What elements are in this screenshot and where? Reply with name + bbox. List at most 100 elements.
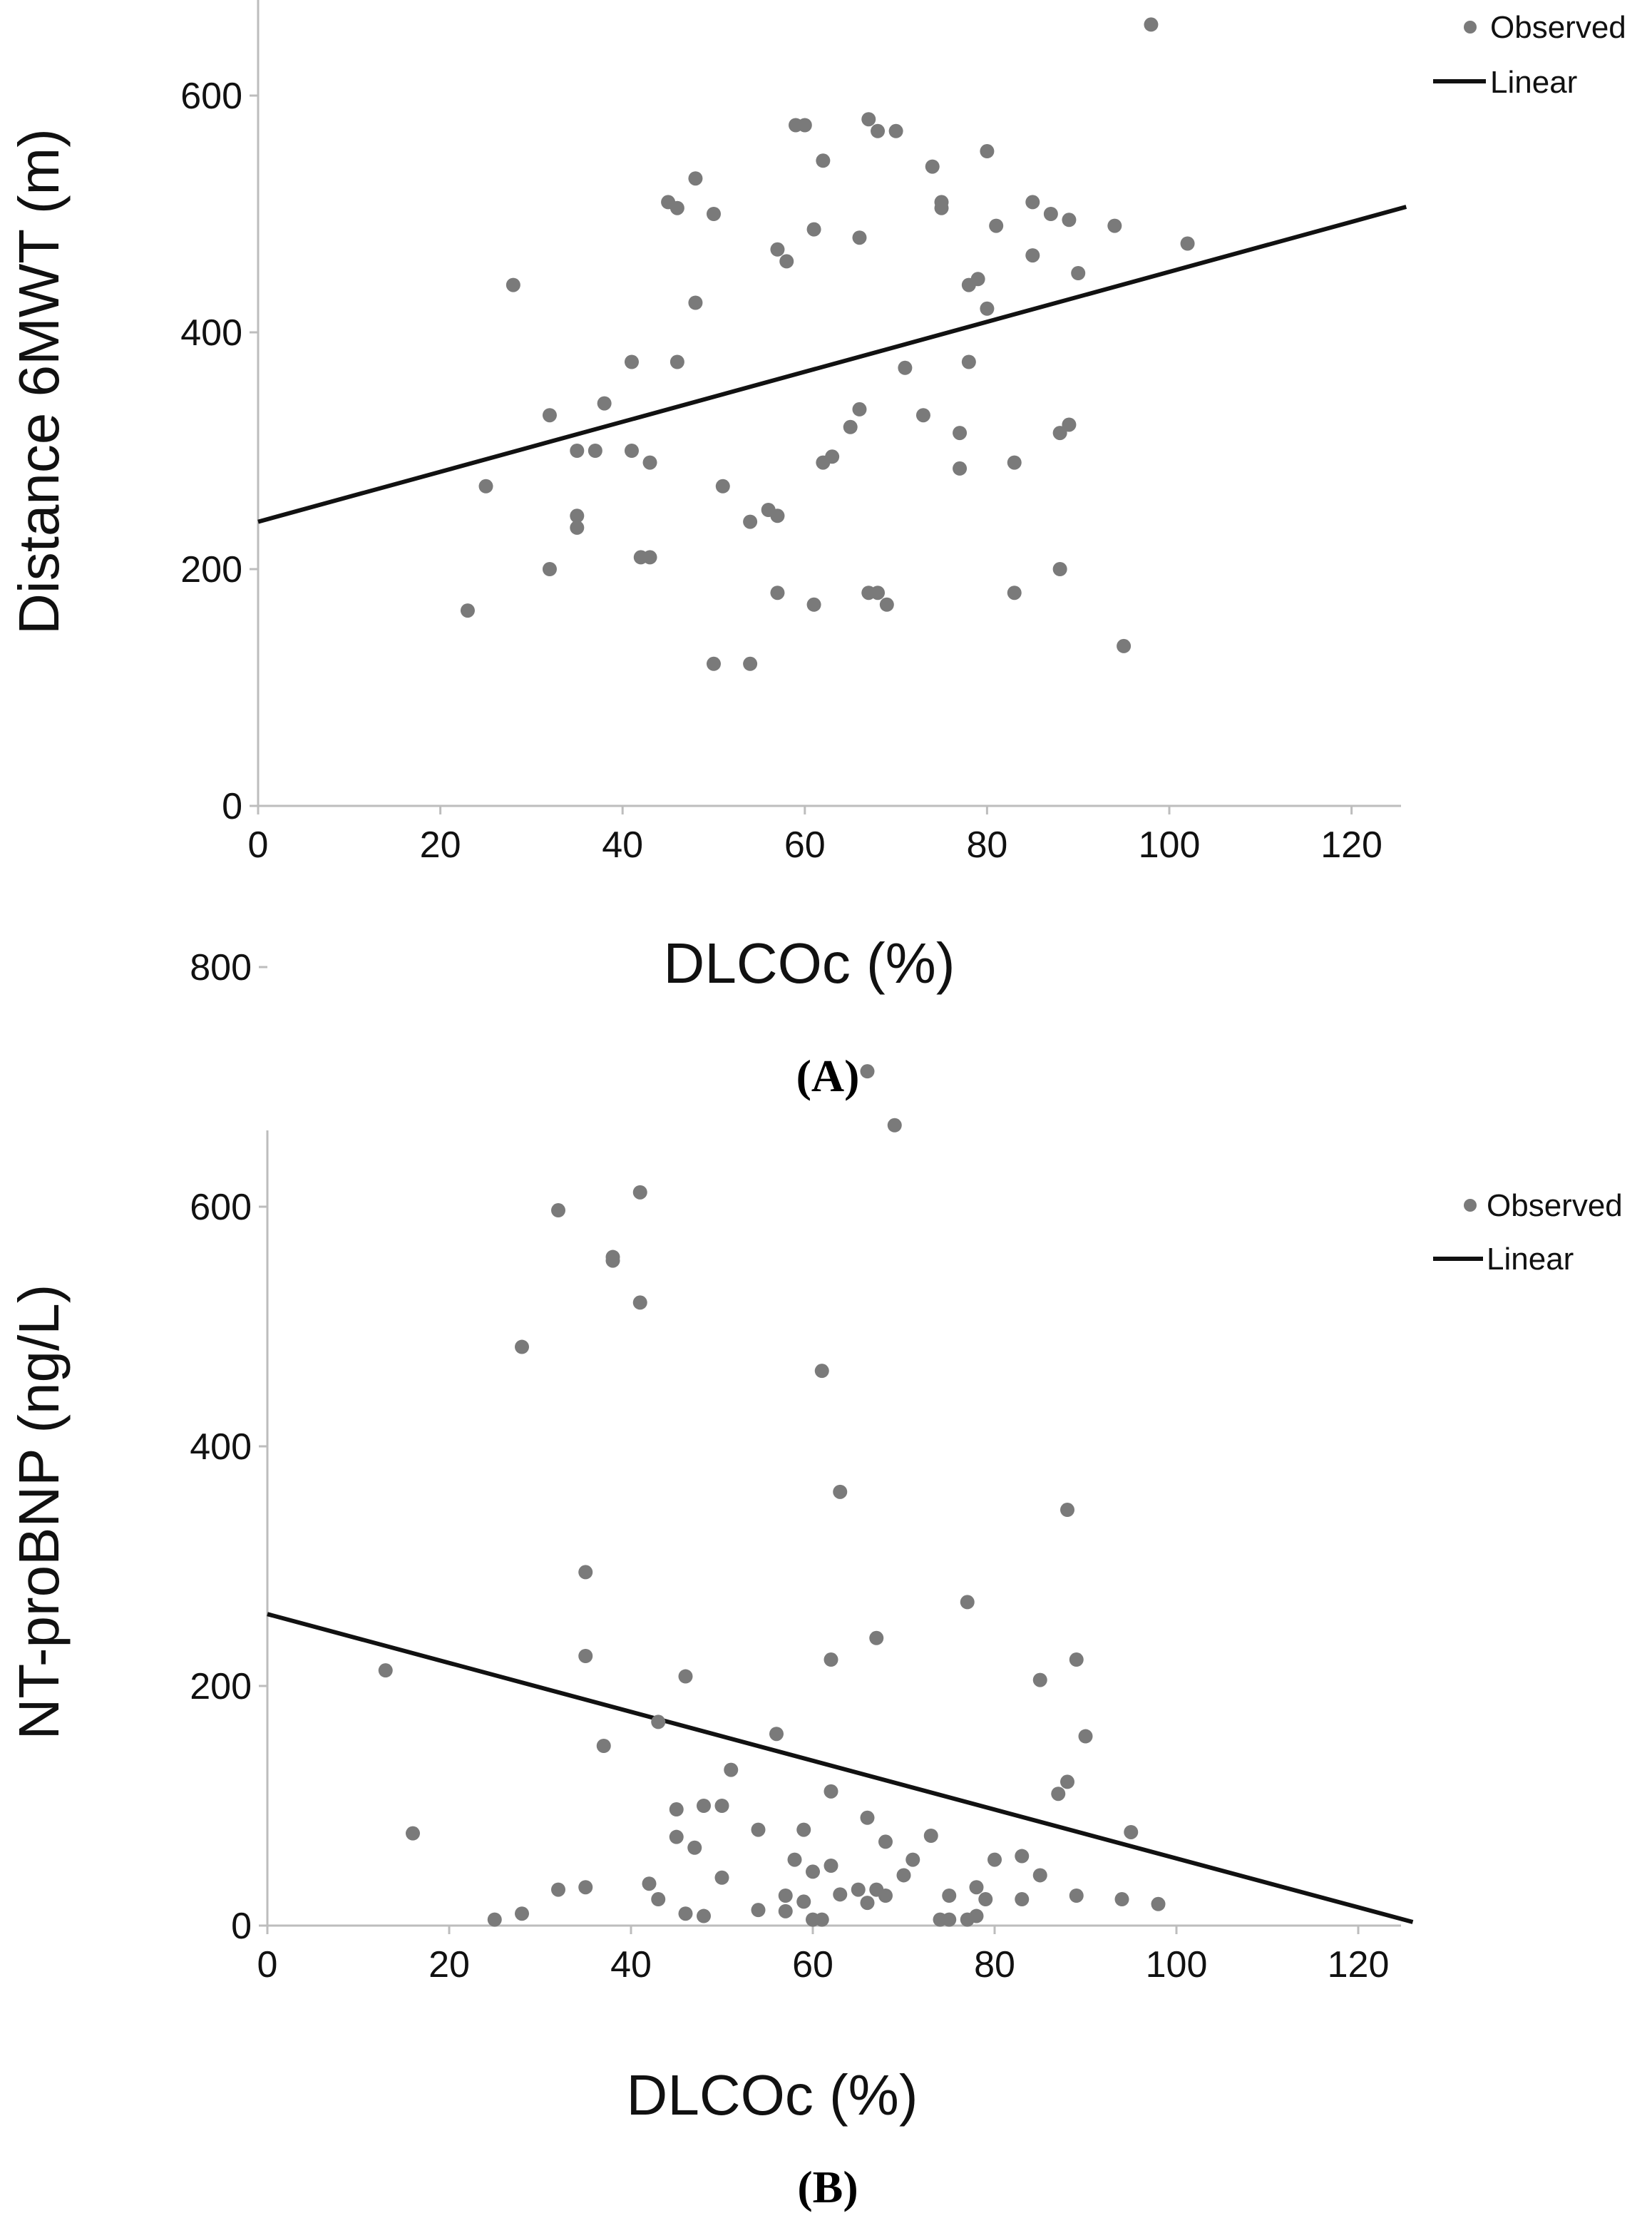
panel-a-observed-point [1144,17,1159,32]
panel-a-observed-point [934,200,949,215]
panel-a-observed-point [980,301,995,316]
panel-b-observed-point [824,1652,838,1667]
panel-b-observed-point [632,1295,647,1310]
panel-b-observed-point [1060,1774,1074,1789]
panel-a-observed-point [1062,213,1077,228]
panel-a-observed-point [478,479,493,494]
panel-a-observed-point [770,586,785,601]
panel-a-observed-point [1107,218,1122,233]
panel-b-observed-point [378,1663,393,1678]
panel-a-x-tick-label: 40 [602,824,643,866]
panel-b-observed-point [578,1880,593,1895]
panel-b-observed-point [860,1896,875,1911]
panel-b-observed-point [905,1852,920,1867]
panel-a-observed-points [460,17,1195,671]
panel-a-observed-point [852,402,867,416]
panel-a-observed-point [852,230,867,245]
panel-b-x-tick-label: 40 [610,1944,652,1986]
panel-b-observed-point [1051,1787,1066,1802]
panel-a-observed-point [871,586,886,601]
panel-b-observed-point [1015,1849,1030,1864]
panel-b-observed-point [1060,1503,1074,1518]
panel-b-observed-point [515,1906,529,1921]
panel-b-legend-observed-marker [1464,1199,1477,1212]
panel-b-x-tick-label: 100 [1146,1944,1208,1986]
panel-a-observed-point [707,207,721,221]
panel-b-observed-point [1032,1672,1047,1687]
panel-b-x-tick-label: 80 [974,1944,1015,1986]
panel-a-observed-point [624,444,639,458]
panel-b-observed-point [578,1649,593,1663]
panel-a-legend-linear-label: Linear [1490,65,1577,100]
panel-a-observed-point [669,200,684,215]
panel-b-observed-point [878,1889,893,1903]
panel-b-legend: Observed Linear [1433,1188,1623,1277]
panel-a-observed-point [797,118,812,133]
panel-a-observed-point [825,449,840,464]
panel-b-linear-fit-line [267,1612,1414,1924]
panel-a-observed-point [597,396,612,411]
panel-b-observed-point [942,1912,957,1927]
panel-b-observed-point [1015,1892,1030,1907]
panel-a-observed-point [1007,586,1022,601]
panel-b-observed-point [687,1840,702,1855]
panel-a-observed-point [506,277,520,292]
panel-a-observed-point [688,295,703,310]
panel-b-observed-point [406,1826,420,1841]
panel-b-observed-point [814,1364,829,1379]
panel-a-observed-point [642,455,657,470]
panel-a-observed-point [989,218,1004,233]
panel-a-observed-point [1071,266,1086,280]
panel-b-observed-point [851,1882,866,1897]
panel-b-observed-point [833,1887,848,1902]
panel-a-label: (A) [796,1051,860,1101]
panel-b-observed-point [578,1565,593,1580]
panel-b-observed-point [769,1727,784,1742]
panel-a-observed-point [888,123,903,138]
panel-b-y-tick-label: 800 [190,947,252,988]
panel-b-observed-point [1124,1824,1139,1839]
panel-b-observed-point [824,1784,838,1799]
panel-a-observed-point [688,171,703,186]
panel-a-x-tick-label: 100 [1139,824,1201,866]
panel-b-observed-point [814,1912,829,1927]
panel-b-observed-point [632,1185,647,1200]
panel-b-observed-point [796,1894,811,1909]
panel-a-observed-point [980,144,995,159]
panel-a-observed-point [1180,236,1195,251]
panel-b-observed-point [714,1870,729,1885]
panel-b-observed-point [751,1903,766,1918]
panel-b-axes [266,1130,1401,1927]
panel-b-y-axis-title: NT-proBNP (ng/L) [7,1284,71,1740]
panel-a-observed-point [861,112,876,127]
panel-b-observed-point [923,1829,938,1843]
panel-a-observed-point [460,603,475,618]
panel-a-observed-point [770,508,785,523]
panel-b-observed-point [515,1339,529,1354]
panel-b-observed-point [824,1859,838,1873]
panel-a-observed-point [961,354,976,369]
panel-a-observed-point [1043,207,1058,221]
panel-b-x-tick-label: 60 [792,1944,833,1986]
panel-a-observed-point [1007,455,1022,470]
panel-a-observed-point [642,550,657,565]
panel-b-y-tick-label: 400 [190,1426,252,1468]
panel-b-observed-point [796,1822,811,1837]
panel-b-observed-points [378,1064,1166,1927]
panel-a-x-ticks: 0 20 40 60 80 100 120 [248,806,1382,866]
panel-b-observed-point [697,1908,711,1923]
panel-a-observed-point [925,159,940,174]
panel-b-observed-point [751,1822,766,1837]
panel-b-y-tick-label: 200 [190,1666,252,1707]
panel-a-observed-point [570,508,585,523]
panel-b-observed-point [960,1595,975,1610]
panel-a-observed-point [770,242,785,257]
panel-a-observed-point [624,354,639,369]
panel-b-observed-point [551,1882,565,1897]
panel-b-y-tick-label: 600 [190,1187,252,1228]
panel-b-legend-observed-label: Observed [1487,1188,1623,1223]
panel-b-observed-point [942,1889,957,1903]
panel-a-observed-point [843,419,858,434]
panel-b-observed-point [878,1834,893,1849]
